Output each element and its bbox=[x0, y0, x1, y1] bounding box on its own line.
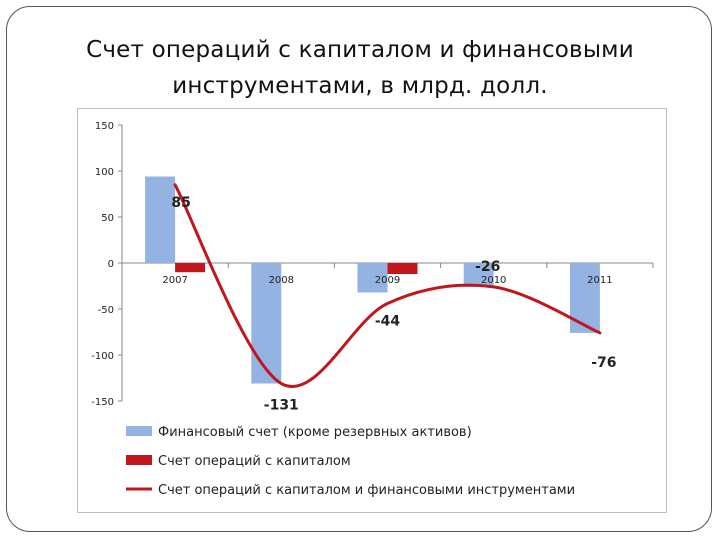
data-label: -76 bbox=[591, 355, 616, 371]
x-tick-label: 2009 bbox=[375, 275, 400, 286]
legend-swatch bbox=[126, 455, 152, 465]
chart-svg: 150 100 50 0 -50 -100 -150 2007 2008 2009 2010 2011… bbox=[91, 121, 654, 498]
bar-financial bbox=[357, 263, 388, 293]
x-tick-label: 2007 bbox=[162, 275, 187, 286]
bar-financial bbox=[463, 263, 494, 287]
y-tick-label: 50 bbox=[101, 213, 114, 224]
x-tick-label: 2008 bbox=[269, 275, 294, 286]
bar-financial bbox=[251, 263, 282, 384]
slide-frame bbox=[6, 6, 712, 532]
data-label: -44 bbox=[375, 313, 401, 329]
y-tick-label: 0 bbox=[108, 259, 114, 270]
y-tick-label: -150 bbox=[91, 397, 114, 408]
y-tick-label: 100 bbox=[95, 167, 114, 178]
bar-financial bbox=[145, 176, 176, 263]
legend-label: Счет операций с капиталом bbox=[158, 454, 351, 469]
x-tick-label: 2011 bbox=[587, 275, 612, 286]
y-tick-label: 150 bbox=[95, 121, 114, 132]
line-series-path bbox=[173, 183, 602, 388]
legend-swatch bbox=[126, 426, 152, 436]
slide-title: Счет операций с капиталом и финансовыми … bbox=[86, 37, 634, 99]
legend-label: Счет операций с капиталом и финансовыми … bbox=[158, 483, 575, 498]
y-tick-label: -100 bbox=[91, 351, 114, 362]
data-label: -131 bbox=[264, 398, 299, 414]
bar-capital bbox=[175, 263, 206, 273]
data-label: 85 bbox=[171, 195, 190, 211]
data-label: -26 bbox=[475, 259, 500, 275]
legend-label: Финансовый счет (кроме резервных активов… bbox=[158, 425, 472, 440]
y-tick-label: -50 bbox=[98, 305, 114, 316]
chart-area: 150 100 50 0 -50 -100 -150 2007 2008 2009 2010 2011… bbox=[77, 108, 667, 513]
bar-capital bbox=[387, 263, 418, 275]
x-tick-label: 2010 bbox=[481, 275, 506, 286]
bar-financial bbox=[569, 263, 600, 333]
